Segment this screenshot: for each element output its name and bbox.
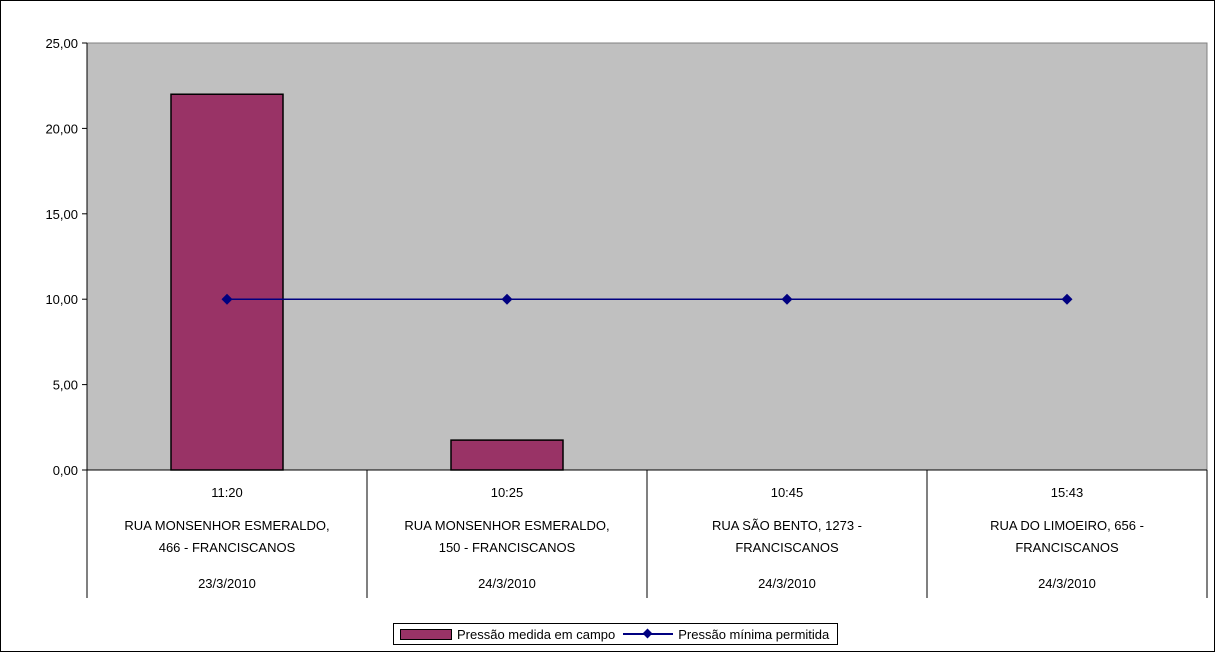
x-tick-date: 24/3/2010	[1038, 576, 1096, 591]
bar	[450, 439, 564, 471]
y-tick-label: 10,00	[45, 292, 78, 307]
line-marker	[781, 293, 793, 305]
legend-bar-swatch	[400, 628, 452, 640]
x-tick-time: 10:45	[771, 485, 804, 500]
x-tick-address: RUA SÃO BENTO, 1273 -	[712, 518, 862, 533]
x-tick-time: 11:20	[211, 485, 243, 500]
bar	[170, 93, 284, 471]
x-tick-address: 466 - FRANCISCANOS	[159, 540, 296, 555]
y-axis: 0,00 5,00 10,00 15,00 20,00 25,00	[45, 36, 88, 478]
x-tick-address: RUA DO LIMOEIRO, 656 -	[990, 518, 1144, 533]
x-tick-address: RUA MONSENHOR ESMERALDO,	[124, 518, 329, 533]
legend-label-line: Pressão mínima permitida	[678, 626, 830, 642]
x-tick-time: 15:43	[1051, 485, 1084, 500]
x-tick-date: 24/3/2010	[478, 576, 536, 591]
x-tick-address: RUA MONSENHOR ESMERALDO,	[404, 518, 609, 533]
bars	[170, 93, 564, 471]
x-axis: 11:20 RUA MONSENHOR ESMERALDO, 466 - FRANC…	[86, 469, 1208, 598]
x-tick-address: 150 - FRANCISCANOS	[439, 540, 576, 555]
line-marker	[221, 293, 233, 305]
legend: Pressão medida em campo Pressão mínima p…	[393, 623, 839, 645]
x-tick-date: 23/3/2010	[198, 576, 256, 591]
legend-label-bar: Pressão medida em campo	[457, 626, 616, 642]
y-tick-label: 25,00	[45, 36, 78, 51]
y-tick-label: 15,00	[45, 207, 78, 222]
line-marker	[1061, 293, 1073, 305]
x-tick-time: 10:25	[491, 485, 524, 500]
x-tick-address: FRANCISCANOS	[735, 540, 839, 555]
x-tick-date: 24/3/2010	[758, 576, 816, 591]
legend-line-swatch	[623, 628, 674, 640]
x-tick-address: FRANCISCANOS	[1015, 540, 1119, 555]
line-marker	[501, 293, 513, 305]
y-tick-label: 20,00	[45, 121, 78, 136]
y-tick-label: 5,00	[53, 378, 78, 393]
line-series	[221, 293, 1073, 305]
y-tick-label: 0,00	[53, 463, 78, 478]
